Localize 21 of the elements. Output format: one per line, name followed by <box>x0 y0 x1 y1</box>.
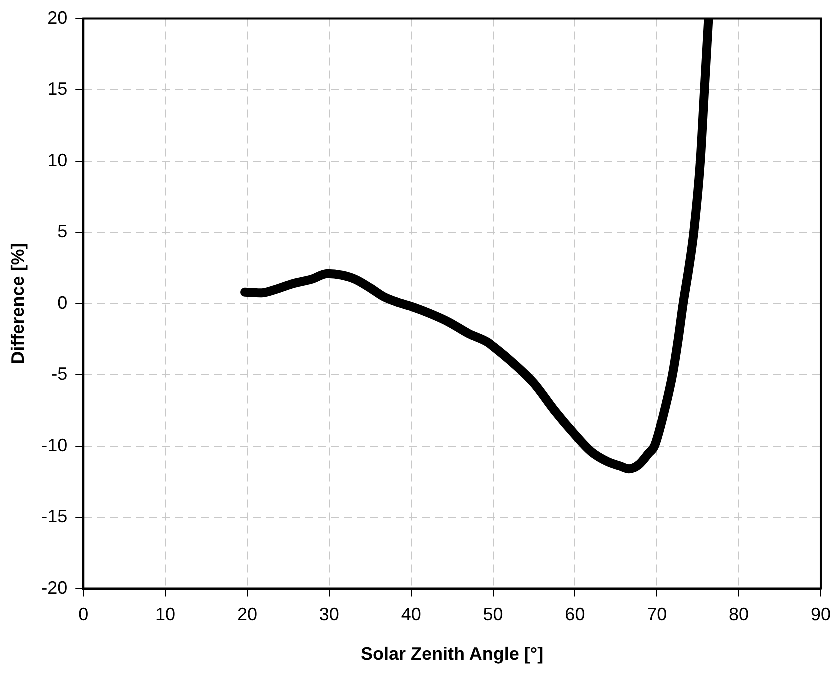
y-tick-label: 20 <box>48 8 68 28</box>
x-tick-label: 90 <box>810 604 832 625</box>
x-tick-label: 70 <box>647 604 668 625</box>
x-tick-label: 80 <box>729 604 750 625</box>
x-axis-title: Solar Zenith Angle [°] <box>361 644 544 664</box>
x-tick-label: 60 <box>565 604 586 625</box>
x-tick-label: 10 <box>156 604 176 625</box>
x-tick-label: 30 <box>319 604 340 625</box>
x-tick-label: 0 <box>78 604 89 625</box>
y-axis-title: Difference [%] <box>8 243 28 364</box>
x-tick-label: 50 <box>483 604 504 625</box>
y-tick-label: -10 <box>42 435 68 456</box>
x-tick-label: 20 <box>237 604 258 625</box>
x-tick-label: 40 <box>401 604 422 625</box>
y-tick-label: 0 <box>58 292 68 313</box>
y-tick-label: -15 <box>42 506 68 527</box>
y-tick-label: 15 <box>48 79 68 100</box>
y-tick-label: 10 <box>48 150 68 170</box>
y-tick-label: -20 <box>42 578 68 598</box>
y-tick-label: -5 <box>52 364 68 384</box>
y-tick-label: 5 <box>58 222 68 242</box>
